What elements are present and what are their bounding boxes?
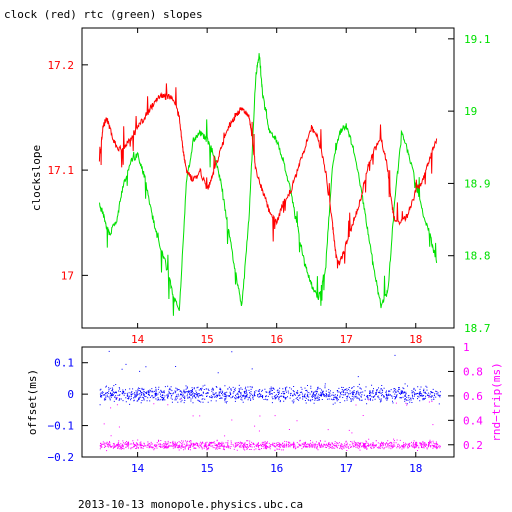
bottom-ytick-label: 0.1 — [54, 357, 74, 370]
top-xtick-label: 17 — [340, 333, 353, 346]
top-y2tick-label: 18.7 — [464, 322, 491, 335]
top-xtick-label: 14 — [131, 333, 145, 346]
series-offset-points — [99, 350, 441, 406]
top-y2tick-label: 19 — [464, 105, 477, 118]
series-rnd-trip-points — [99, 396, 441, 452]
top-xtick-label: 18 — [409, 333, 422, 346]
bottom-y2tick-label: 0.2 — [463, 439, 483, 452]
bottom-ytick-label: −0.2 — [48, 451, 75, 464]
bottom-ytick-label: 0 — [67, 388, 74, 401]
series-rtc-line — [98, 53, 438, 316]
bottom-y2label: rnd−trip(ms) — [490, 362, 503, 441]
bottom-y2tick-label: 1 — [463, 341, 470, 354]
bottom-y2tick-label: 0.4 — [463, 414, 483, 427]
bottom-xtick-label: 16 — [270, 462, 283, 475]
bottom-y2tick-label: 0.8 — [463, 365, 483, 378]
top-y2tick-label: 19.1 — [464, 33, 491, 46]
top-xtick-label: 15 — [201, 333, 214, 346]
top-ytick-label: 17.2 — [48, 59, 75, 72]
footer-caption: 2013-10-13 monopole.physics.ubc.ca — [78, 498, 303, 511]
top-ylabel: clockslope — [30, 145, 43, 211]
bottom-panel-marks: 14 15 16 17 18 −0.2 −0.1 0 0.1 0.2 0.4 0.6 0.8 1 — [48, 341, 484, 475]
bottom-y2tick-label: 0.6 — [463, 390, 483, 403]
chart-title: clock (red) rtc (green) slopes — [4, 8, 203, 21]
top-plot-frame — [81, 27, 455, 329]
bottom-xtick-label: 18 — [409, 462, 422, 475]
bottom-xtick-label: 17 — [340, 462, 353, 475]
top-panel-marks: 14 15 16 17 18 17 17.1 17.2 18.7 18.8 18.9 19 19.1 — [48, 28, 491, 346]
top-y2tick-label: 18.8 — [464, 250, 491, 263]
series-clock-line — [98, 83, 438, 269]
bottom-ytick-label: −0.1 — [48, 420, 75, 433]
bottom-plot-frame — [81, 346, 455, 458]
top-ytick-label: 17 — [61, 269, 74, 282]
top-xtick-label: 16 — [270, 333, 283, 346]
top-y2tick-label: 18.9 — [464, 177, 491, 190]
bottom-xtick-label: 14 — [131, 462, 145, 475]
bottom-xtick-label: 15 — [201, 462, 214, 475]
top-ytick-label: 17.1 — [48, 164, 75, 177]
bottom-ylabel: offset(ms) — [26, 369, 39, 435]
